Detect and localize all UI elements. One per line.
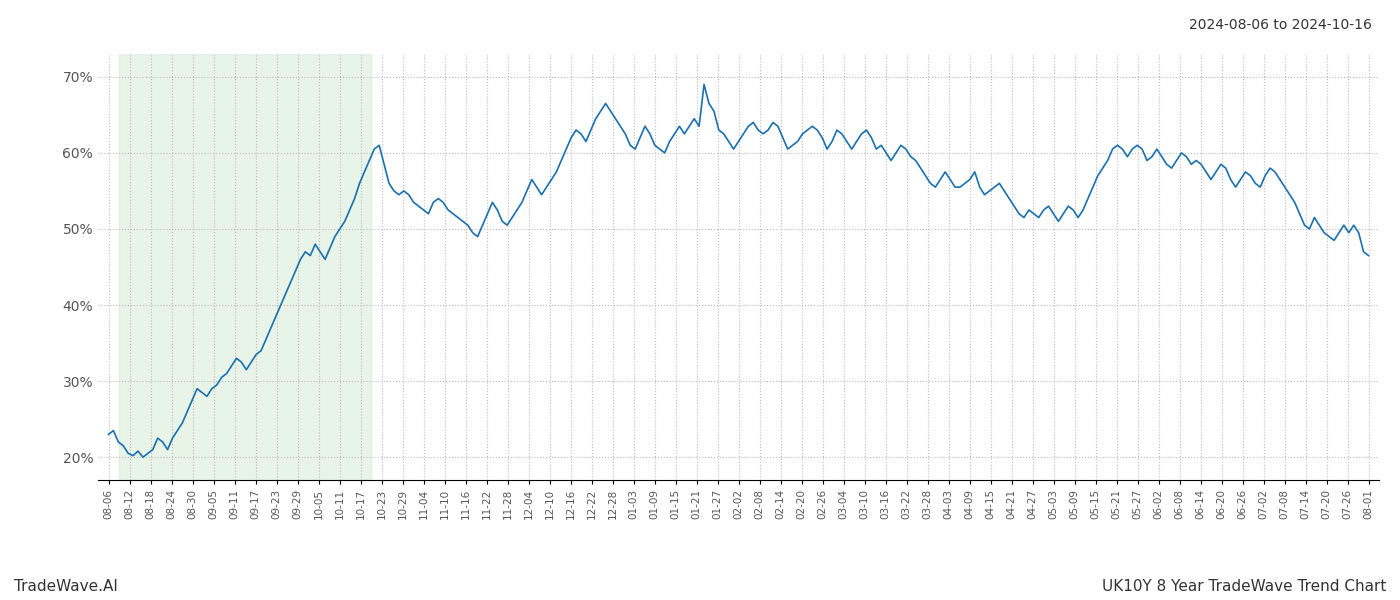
Text: 2024-08-06 to 2024-10-16: 2024-08-06 to 2024-10-16	[1189, 18, 1372, 32]
Text: UK10Y 8 Year TradeWave Trend Chart: UK10Y 8 Year TradeWave Trend Chart	[1102, 579, 1386, 594]
Bar	[119, 54, 371, 480]
Text: TradeWave.AI: TradeWave.AI	[14, 579, 118, 594]
